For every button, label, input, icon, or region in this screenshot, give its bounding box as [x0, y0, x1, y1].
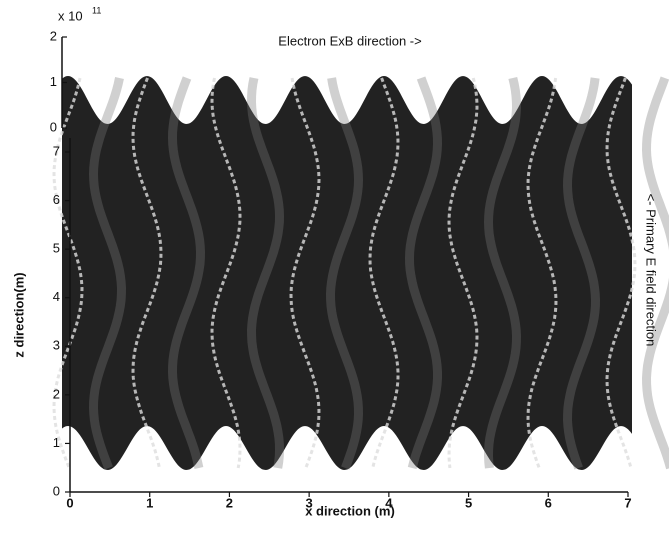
mesh-ridge — [52, 77, 84, 469]
scale-exponent: 11 — [92, 5, 101, 15]
mesh-ridge — [88, 77, 127, 470]
mesh-ridge — [562, 77, 601, 470]
x-tick-label: 6 — [545, 495, 552, 510]
mesh-ridge — [325, 77, 364, 470]
y-tick-label: 2 — [53, 386, 60, 401]
x-tick-label: 1 — [146, 495, 153, 510]
y-tick-label: 7 — [53, 143, 60, 158]
chart-title: Electron ExB direction -> — [278, 33, 421, 48]
x-tick-label: 2 — [226, 495, 233, 510]
x-tick-label: 0 — [66, 495, 73, 510]
mesh-ridge — [483, 76, 522, 469]
mesh-ridge — [526, 77, 558, 469]
mesh-ridge — [167, 76, 206, 469]
right-label: <- Primary E field direction — [644, 194, 659, 347]
mesh-ridge — [447, 77, 479, 469]
z-tick-label: 2 — [50, 28, 57, 43]
mesh-ridge — [289, 77, 321, 469]
x-axis-label: x direction (m) — [305, 503, 395, 518]
y-tick-label: 3 — [53, 338, 60, 353]
surface-body — [62, 76, 632, 470]
mesh-ridge — [641, 76, 669, 470]
mesh-ridge — [210, 77, 242, 469]
surface-mesh — [52, 76, 669, 470]
z-tick-label: 0 — [50, 119, 57, 134]
x-tick-label: 7 — [624, 495, 631, 510]
z-tick-label: 1 — [50, 74, 57, 89]
mesh-ridge — [605, 77, 637, 469]
y-tick-label: 1 — [53, 435, 60, 450]
y-axis-label: z direction(m) — [11, 272, 26, 357]
x-tick-label: 4 — [385, 495, 393, 510]
scale-base: x 10 — [58, 8, 83, 23]
x-tick-label: 5 — [465, 495, 472, 510]
y-tick-label: 4 — [53, 289, 60, 304]
y-tick-label: 5 — [53, 241, 60, 256]
x-tick-label: 3 — [306, 495, 313, 510]
mesh-ridge — [246, 77, 285, 469]
mesh-ridge — [404, 76, 443, 470]
y-tick-label: 0 — [53, 483, 60, 498]
y-tick-label: 6 — [53, 192, 60, 207]
